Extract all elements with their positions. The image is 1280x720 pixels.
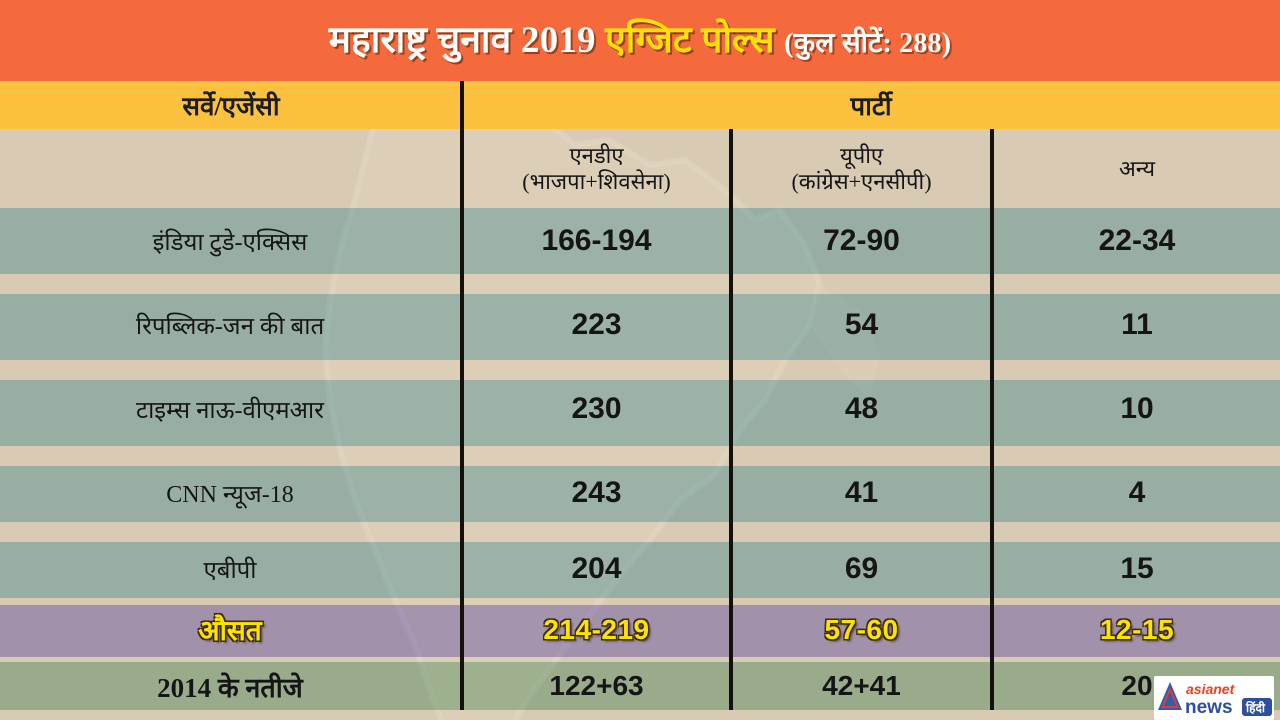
table-row-others: 11 — [1121, 308, 1153, 341]
table-row-upa: 72-90 — [823, 224, 900, 257]
table-row-nda: 223 — [571, 308, 622, 341]
column-header-upa: यूपीए (कांग्रेस+एनसीपी) — [733, 129, 990, 208]
table-row-others: 4 — [1128, 476, 1146, 509]
average-row-label: औसत — [0, 604, 460, 656]
band-gap-4 — [0, 522, 1280, 542]
table-row-agency: एबीपी — [203, 557, 257, 584]
band-gap-1 — [0, 274, 1280, 294]
asianet-news-logo: asianet news हिंदी — [1154, 676, 1274, 720]
band-gap-6 — [0, 657, 1280, 662]
table-row-others: 10 — [1120, 392, 1154, 425]
table-row-upa: 69 — [844, 552, 879, 585]
band-row-2 — [0, 294, 1280, 360]
column-header-nda-line2: (भाजपा+शिवसेना) — [522, 168, 671, 194]
band-row-results — [0, 662, 1280, 710]
band-gap-2 — [0, 360, 1280, 380]
table-row-agency: इंडिया टुडे-एक्सिस — [152, 229, 308, 256]
column-header-nda-line1: एनडीए — [569, 142, 624, 168]
band-row-3 — [0, 380, 1280, 446]
svg-text:हिंदी: हिंदी — [1245, 700, 1266, 715]
table-row-agency: रिपब्लिक-जन की बात — [135, 313, 325, 340]
table-row-upa: 41 — [844, 476, 879, 509]
column-header-upa-line1: यूपीए — [839, 142, 884, 168]
band-row-1 — [0, 208, 1280, 274]
band-gap-3 — [0, 446, 1280, 466]
header-survey-agency: सर्वे/एजेंसी — [182, 92, 280, 121]
table-row-nda: 204 — [571, 552, 622, 585]
band-bottom — [0, 710, 1280, 720]
results-row-others: 20 — [1121, 670, 1153, 701]
table-row-upa: 48 — [844, 392, 879, 425]
table-row-nda: 243 — [571, 476, 622, 509]
band-row-average — [0, 605, 1280, 657]
band-row-5 — [0, 542, 1280, 598]
band-gap-5 — [0, 598, 1280, 605]
table-row-nda: 166-194 — [541, 224, 652, 257]
column-header-upa-line2: (कांग्रेस+एनसीपी) — [791, 168, 932, 194]
average-row-label-text: औसत — [198, 616, 262, 647]
table-row-agency: टाइम्स नाऊ-वीएमआर — [135, 397, 325, 424]
column-divider-2 — [729, 129, 733, 710]
table-row-nda: 230 — [571, 392, 622, 425]
title-part-1: महाराष्ट्र चुनाव 2019 — [328, 20, 596, 61]
column-divider-3 — [990, 129, 994, 710]
average-row-nda-text: 214-219 — [543, 614, 650, 645]
column-header-nda: एनडीए (भाजपा+शिवसेना) — [464, 129, 729, 208]
gold-header-bar — [0, 81, 1280, 129]
title-part-2: एग्जिट पोल्स — [605, 20, 775, 61]
table-row-others: 15 — [1120, 552, 1154, 585]
column-header-others-line1: अन्य — [1118, 155, 1156, 181]
title-bar: महाराष्ट्र चुनाव 2019 एग्जिट पोल्स (कुल … — [0, 0, 1280, 81]
average-row-upa: 57-60 — [733, 604, 990, 656]
average-row-others-text: 12-15 — [1099, 614, 1175, 645]
table-row-others: 22-34 — [1098, 224, 1176, 257]
column-header-others: अन्य — [994, 129, 1280, 208]
table-row-agency: CNN न्यूज-18 — [166, 481, 294, 508]
results-row-label: 2014 के नतीजे — [157, 672, 303, 703]
results-row-upa: 42+41 — [822, 670, 901, 701]
results-row-nda: 122+63 — [549, 670, 644, 701]
average-row-upa-text: 57-60 — [824, 614, 899, 645]
svg-text:asianet: asianet — [1186, 681, 1236, 697]
title-part-3: (कुल सीटें: 288) — [784, 28, 952, 59]
band-header — [0, 129, 1280, 208]
average-row-others: 12-15 — [994, 604, 1280, 656]
column-divider-1 — [460, 81, 464, 710]
band-row-4 — [0, 466, 1280, 522]
svg-text:news: news — [1185, 697, 1233, 718]
table-row-upa: 54 — [844, 308, 879, 341]
header-party: पार्टी — [850, 92, 892, 121]
average-row-nda: 214-219 — [464, 604, 729, 656]
